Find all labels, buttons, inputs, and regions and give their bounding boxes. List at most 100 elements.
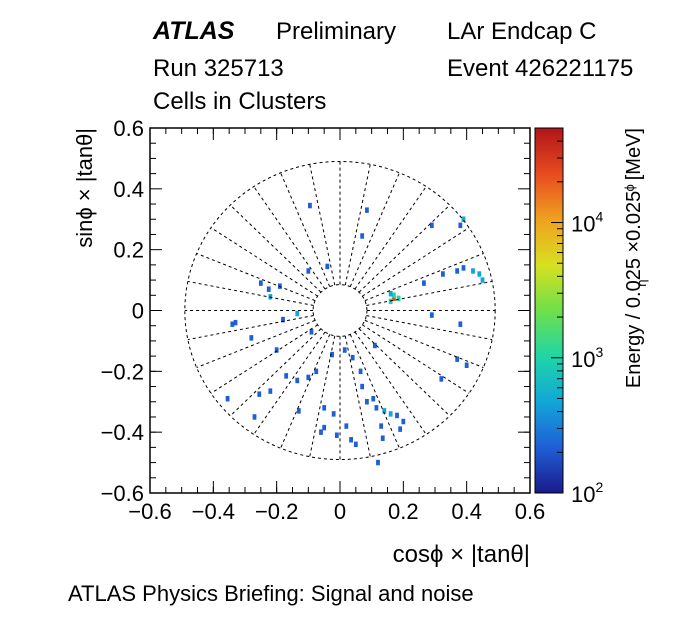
energy-map-chart: −0.6−0.6 −0.4 −0.4 −0.2 −0.2 0 0 0.2 0.2 0.4 0.4 0.… [72, 116, 649, 568]
y-tick-label: 0.6 [113, 116, 144, 141]
energy-cell [358, 368, 363, 375]
x-tick-label: 0 [334, 499, 346, 524]
energy-cell [382, 408, 387, 414]
experiment-label: ATLAS [153, 17, 235, 45]
z-tick-base: 10 [571, 482, 595, 507]
energy-cell [230, 321, 235, 327]
energy-cell [365, 207, 369, 213]
z-tick-base: 10 [571, 212, 595, 237]
sector-line [309, 335, 336, 457]
sector-line [366, 315, 493, 341]
sector-line [344, 164, 371, 286]
energy-cell [322, 405, 327, 411]
energy-cell [331, 411, 336, 417]
x-tick-label: 0.6 [515, 499, 546, 524]
energy-cell [455, 356, 460, 362]
sector-line [196, 252, 316, 302]
y-tick-label: 0 [132, 299, 144, 324]
axes: −0.6−0.6 −0.4 −0.4 −0.2 −0.2 0 0 0.2 0.2 0.4 0.4 0.… [101, 116, 546, 524]
energy-cell [266, 286, 271, 292]
status-label: Preliminary [276, 18, 397, 45]
energy-cell [429, 312, 434, 318]
cell-layer [225, 202, 485, 466]
detector-label: LAr Endcap C [447, 18, 597, 45]
z-axis-label-unit: [MeV] [623, 128, 645, 180]
z-axis-label-sub-eta: η [634, 280, 649, 287]
sector-line [349, 172, 400, 287]
sector-line [253, 186, 326, 290]
selection-label: Cells in Clusters [153, 88, 327, 115]
energy-cell [274, 347, 279, 353]
inner-boundary [312, 284, 368, 337]
event-label: Event 426221175 [447, 55, 634, 82]
sector-line [280, 334, 331, 449]
energy-cell [319, 429, 323, 435]
energy-cell [458, 321, 463, 327]
sector-line [344, 335, 371, 457]
energy-cell [353, 441, 358, 448]
sector-line [358, 204, 451, 293]
energy-cell [458, 222, 463, 229]
energy-cell [308, 202, 312, 209]
energy-cell [461, 216, 466, 222]
x-tick-label: 0.4 [451, 499, 482, 524]
energy-cell [464, 362, 469, 368]
energy-cell [477, 271, 482, 277]
x-axis-label: cosϕ × |tanθ| [393, 541, 530, 568]
sector-line [364, 252, 484, 302]
sector-line [349, 334, 400, 449]
energy-cell [379, 423, 384, 429]
sector-line [366, 280, 493, 306]
sector-line [309, 164, 336, 286]
figure-caption: ATLAS Physics Briefing: Signal and noise [68, 581, 474, 606]
x-tick-label: 0.2 [388, 499, 419, 524]
sector-line [354, 186, 427, 290]
energy-cell [233, 319, 238, 326]
z-tick-exponent: 4 [595, 209, 603, 225]
y-tick-label: −0.4 [101, 420, 144, 445]
energy-cell [257, 391, 262, 397]
y-tick-label: −0.2 [101, 359, 144, 384]
energy-cell [349, 437, 353, 443]
energy-cell [295, 310, 300, 317]
energy-cell [480, 277, 485, 283]
z-axis-label-main: Energy / 0.025 ×0.025 [623, 191, 645, 388]
energy-cell [284, 373, 289, 379]
sector-line [229, 328, 322, 417]
sector-line [354, 331, 427, 435]
energy-cell [441, 271, 445, 277]
energy-cell [342, 347, 347, 353]
sector-line [187, 280, 314, 306]
energy-cell [372, 342, 377, 349]
sector-line [253, 331, 326, 435]
y-tick-label: 0.2 [113, 238, 144, 263]
color-bar [534, 127, 564, 494]
energy-cell [371, 395, 376, 402]
y-tick-label: −0.6 [101, 481, 144, 506]
z-tick-exponent: 2 [595, 479, 603, 495]
energy-cell [322, 424, 327, 431]
run-label: Run 325713 [153, 55, 284, 82]
y-tick-label: 0.4 [113, 177, 144, 202]
z-tick-label: 102 [571, 479, 603, 507]
energy-cell [365, 399, 369, 405]
energy-cell [388, 298, 393, 305]
energy-cell [281, 316, 285, 323]
energy-cell [360, 233, 365, 239]
x-tick-label: −0.6 [128, 499, 171, 524]
z-axis-label: Energy / 0.025 ×0.025η ϕ [MeV] [622, 128, 649, 388]
energy-cell [439, 376, 444, 382]
energy-cell [296, 408, 301, 414]
color-scale-label: Energy / 0.025 ×0.025η ϕ [MeV] [622, 128, 649, 388]
energy-cell [252, 414, 257, 420]
energy-cell [391, 292, 396, 299]
energy-cell [388, 291, 393, 297]
energy-cell [422, 280, 426, 286]
energy-cell [396, 295, 401, 302]
energy-cell [350, 354, 355, 361]
sector-line [358, 328, 451, 417]
energy-cell [258, 280, 263, 286]
energy-cell [455, 268, 460, 274]
sector-line [229, 204, 322, 293]
energy-cell [306, 268, 311, 274]
